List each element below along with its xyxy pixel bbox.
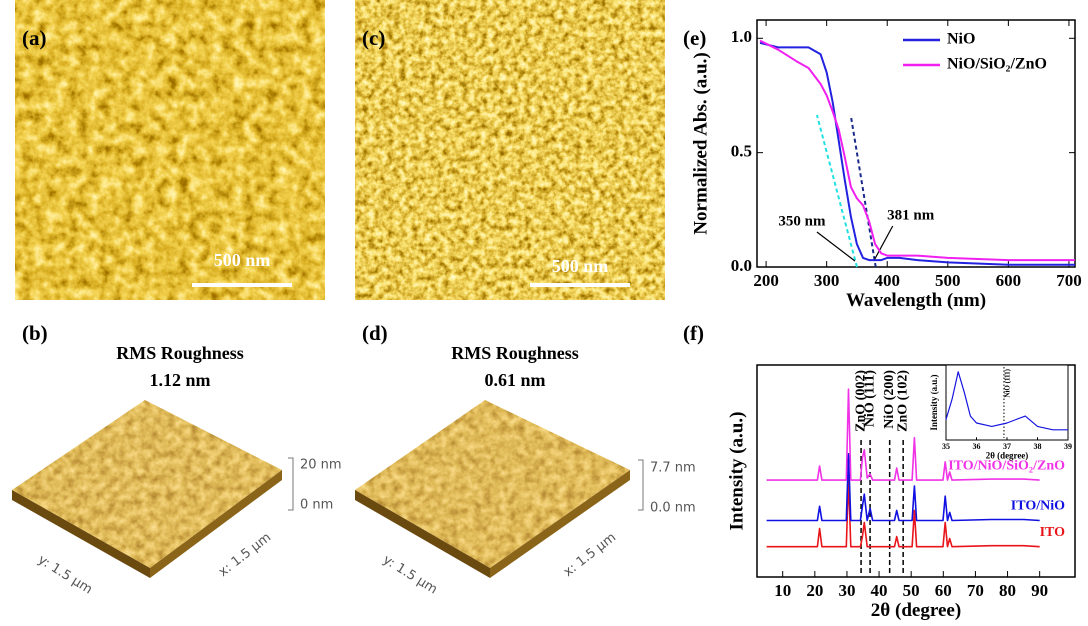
afm-surface — [12, 400, 282, 568]
x-tick-label: 10 — [774, 581, 791, 600]
series-label: ITO/NiO — [1011, 499, 1065, 514]
y-axis-label: y: 1.5 μm — [380, 552, 440, 597]
y-axis-title: Intensity (a.u.) — [929, 375, 939, 431]
x-tick-label: 39 — [1064, 442, 1072, 451]
y-tick-label: 0.5 — [731, 142, 752, 161]
x-tick-label: 400 — [874, 271, 900, 290]
x-tick-label: 38 — [1034, 442, 1042, 451]
annotation: 381 nm — [887, 207, 935, 223]
afm-image — [15, 0, 325, 300]
scale-label: 500 nm — [552, 256, 609, 276]
series-label: ITO — [1040, 525, 1066, 540]
roughness-title: RMS Roughness — [116, 343, 244, 363]
x-tick-label: 300 — [814, 271, 840, 290]
roughness-value: 0.61 nm — [484, 370, 545, 390]
z-bar — [288, 458, 293, 510]
afm-image — [355, 0, 665, 300]
reference-label: ZnO (102) — [895, 370, 910, 432]
x-tick-label: 50 — [903, 581, 920, 600]
y-tick-label: 1.0 — [731, 27, 752, 46]
x-axis-title: 2θ (degree) — [871, 600, 961, 621]
x-tick-label: 600 — [996, 271, 1022, 290]
x-tick-label: 70 — [967, 581, 984, 600]
z-max: 20 nm — [300, 458, 342, 473]
x-tick-label: 500 — [935, 271, 961, 290]
roughness-title: RMS Roughness — [451, 343, 579, 363]
panel-label: (c) — [362, 26, 385, 50]
figure: (a) 500 nm (c) 500 nm (b) RMS Roughness … — [0, 0, 1088, 626]
reference-label: NiO (111) — [1004, 368, 1012, 397]
z-min: 0 nm — [300, 498, 333, 513]
x-tick-label: 80 — [999, 581, 1016, 600]
panel-label: (f) — [683, 321, 704, 345]
scale-label: 500 nm — [214, 250, 271, 270]
page: {"panels": { "a": {"label": "(a)", "scal… — [0, 0, 1088, 626]
legend-label: NiO/SiO₂/ZnO — [947, 56, 1047, 73]
x-axis-title: 2θ (degree) — [986, 450, 1029, 460]
afm-surface — [355, 400, 630, 568]
legend-label: NiO — [947, 31, 975, 48]
x-tick-label: 60 — [935, 581, 952, 600]
x-axis-title: Wavelength (nm) — [846, 290, 986, 311]
x-tick-label: 200 — [753, 271, 779, 290]
x-tick-label: 700 — [1056, 271, 1082, 290]
z-min: 0.0 nm — [650, 501, 696, 516]
x-axis-label: x: 1.5 μm — [216, 530, 274, 580]
body: (a) 500 nm (c) 500 nm (b) RMS Roughness … — [0, 0, 1088, 626]
y-axis-label: y: 1.5 μm — [35, 552, 95, 597]
y-tick-label: 0.0 — [731, 256, 752, 275]
x-tick-label: 35 — [942, 442, 950, 451]
annotation: 350 nm — [778, 213, 826, 229]
x-tick-label: 40 — [871, 581, 888, 600]
roughness-value: 1.12 nm — [149, 370, 210, 390]
x-tick-label: 36 — [973, 442, 981, 451]
y-axis-title: Intensity (a.u.) — [726, 412, 747, 531]
x-tick-label: 20 — [806, 581, 823, 600]
panel-label: (b) — [22, 321, 48, 345]
panel-label: (e) — [683, 26, 706, 50]
reference-label: NiO (111) — [862, 370, 877, 428]
y-axis-title: Normalized Abs. (a.u.) — [690, 52, 711, 234]
x-tick-label: 30 — [838, 581, 855, 600]
z-max: 7.7 nm — [650, 461, 696, 476]
x-axis-label: x: 1.5 μm — [561, 530, 619, 580]
panel-label: (d) — [362, 321, 388, 345]
series-label: ITO/NiO/SiO₂/ZnO — [948, 458, 1065, 473]
x-tick-label: 90 — [1031, 581, 1048, 600]
z-bar — [638, 460, 643, 510]
panel-label: (a) — [22, 26, 47, 50]
